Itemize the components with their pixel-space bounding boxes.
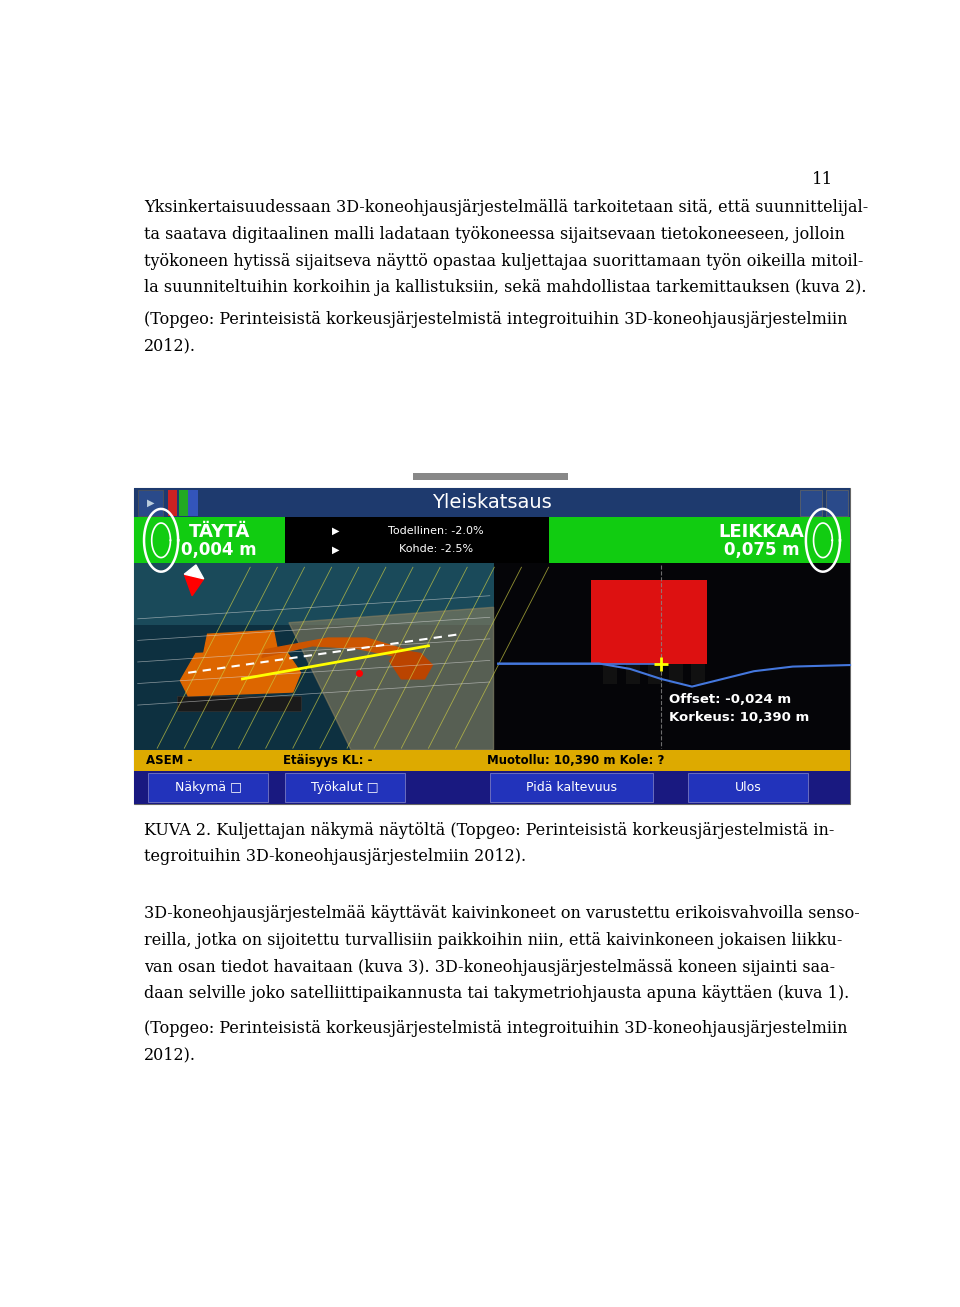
- Bar: [168, 490, 178, 516]
- Text: (Topgeo: Perinteisistä korkeusjärjestelmistä integroituihin 3D-koneohjausjärjest: (Topgeo: Perinteisistä korkeusjärjestelm…: [144, 1019, 848, 1036]
- Text: ▶: ▶: [147, 498, 155, 508]
- Bar: [285, 774, 405, 801]
- Polygon shape: [184, 565, 204, 579]
- Text: 0,004 m: 0,004 m: [181, 541, 257, 559]
- Text: ASEM -: ASEM -: [146, 754, 192, 767]
- Text: 11: 11: [812, 171, 833, 188]
- Text: ta saatava digitaalinen malli ladataan työkoneessa sijaitsevaan tietokoneeseen, : ta saatava digitaalinen malli ladataan t…: [144, 226, 845, 243]
- Bar: [179, 490, 188, 516]
- Polygon shape: [180, 650, 300, 695]
- Bar: [177, 695, 300, 711]
- Polygon shape: [262, 638, 405, 657]
- Text: Näkymä □: Näkymä □: [175, 782, 241, 793]
- Bar: [134, 771, 850, 804]
- Text: reilla, jotka on sijoitettu turvallisiin paikkoihin niin, että kaivinkoneen joka: reilla, jotka on sijoitettu turvallisiin…: [144, 932, 842, 949]
- Bar: [826, 490, 848, 516]
- Text: la suunniteltuihin korkoihin ja kallistuksiin, sekä mahdollistaa tarkemittauksen: la suunniteltuihin korkoihin ja kallistu…: [144, 280, 866, 297]
- Bar: [493, 563, 850, 750]
- Bar: [669, 664, 684, 685]
- Bar: [801, 490, 822, 516]
- Bar: [285, 518, 548, 563]
- Bar: [591, 580, 708, 664]
- Bar: [491, 774, 653, 801]
- Bar: [188, 490, 198, 516]
- Text: daan selville joko satelliittipaikannusta tai takymetriohjausta apuna käyttäen (: daan selville joko satelliittipaikannust…: [144, 985, 849, 1002]
- Text: Kohde: -2.5%: Kohde: -2.5%: [399, 544, 473, 554]
- Text: Yleiskatsaus: Yleiskatsaus: [432, 493, 552, 512]
- Bar: [134, 518, 850, 563]
- Text: Pidä kaltevuus: Pidä kaltevuus: [526, 782, 617, 793]
- Text: TÄYTÄ: TÄYTÄ: [188, 523, 250, 541]
- Text: 2012).: 2012).: [144, 337, 196, 354]
- Text: Ulos: Ulos: [734, 782, 761, 793]
- Text: van osan tiedot havaitaan (kuva 3). 3D-koneohjausjärjestelmässä koneen sijainti : van osan tiedot havaitaan (kuva 3). 3D-k…: [144, 958, 835, 975]
- Bar: [691, 664, 706, 685]
- Bar: [134, 750, 850, 771]
- Bar: [148, 774, 268, 801]
- Text: Muotollu: 10,390 m Kole: ?: Muotollu: 10,390 m Kole: ?: [487, 754, 664, 767]
- Text: Korkeus: 10,390 m: Korkeus: 10,390 m: [669, 711, 809, 724]
- Bar: [688, 774, 808, 801]
- Text: LEIKKAA: LEIKKAA: [719, 523, 804, 541]
- Bar: [626, 664, 640, 685]
- Text: ▶: ▶: [332, 527, 339, 536]
- Text: Työkalut □: Työkalut □: [311, 782, 379, 793]
- Bar: [138, 490, 163, 516]
- Polygon shape: [184, 574, 204, 596]
- Bar: [648, 664, 661, 685]
- Text: työkoneen hytissä sijaitseva näyttö opastaa kuljettajaa suorittamaan työn oikeil: työkoneen hytissä sijaitseva näyttö opas…: [144, 252, 863, 269]
- Text: tegroituihin 3D-koneohjausjärjestelmiin 2012).: tegroituihin 3D-koneohjausjärjestelmiin …: [144, 848, 526, 865]
- Bar: [134, 488, 850, 804]
- Text: KUVA 2. Kuljettajan näkymä näytöltä (Topgeo: Perinteisistä korkeusjärjestelmistä: KUVA 2. Kuljettajan näkymä näytöltä (Top…: [144, 822, 834, 839]
- Text: Etäisyys KL: -: Etäisyys KL: -: [283, 754, 372, 767]
- Polygon shape: [289, 608, 493, 750]
- Text: ▶: ▶: [332, 544, 339, 554]
- Polygon shape: [390, 650, 432, 678]
- Bar: [134, 625, 493, 750]
- Text: Offset: -0,024 m: Offset: -0,024 m: [669, 693, 791, 706]
- Text: Todellinen: -2.0%: Todellinen: -2.0%: [389, 527, 484, 536]
- Polygon shape: [204, 630, 277, 654]
- Bar: [134, 563, 493, 750]
- Text: 0,075 m: 0,075 m: [724, 541, 800, 559]
- Bar: [134, 488, 850, 518]
- Text: (Topgeo: Perinteisistä korkeusjärjestelmistä integroituihin 3D-koneohjausjärjest: (Topgeo: Perinteisistä korkeusjärjestelm…: [144, 311, 848, 328]
- Text: 2012).: 2012).: [144, 1047, 196, 1064]
- Bar: [413, 473, 568, 480]
- Text: 3D-koneohjausjärjestelmää käyttävät kaivinkoneet on varustettu erikoisvahvoilla : 3D-koneohjausjärjestelmää käyttävät kaiv…: [144, 906, 859, 923]
- Text: Yksinkertaisuudessaan 3D-koneohjausjärjestelmällä tarkoitetaan sitä, että suunni: Yksinkertaisuudessaan 3D-koneohjausjärje…: [144, 199, 868, 216]
- Bar: [603, 664, 616, 685]
